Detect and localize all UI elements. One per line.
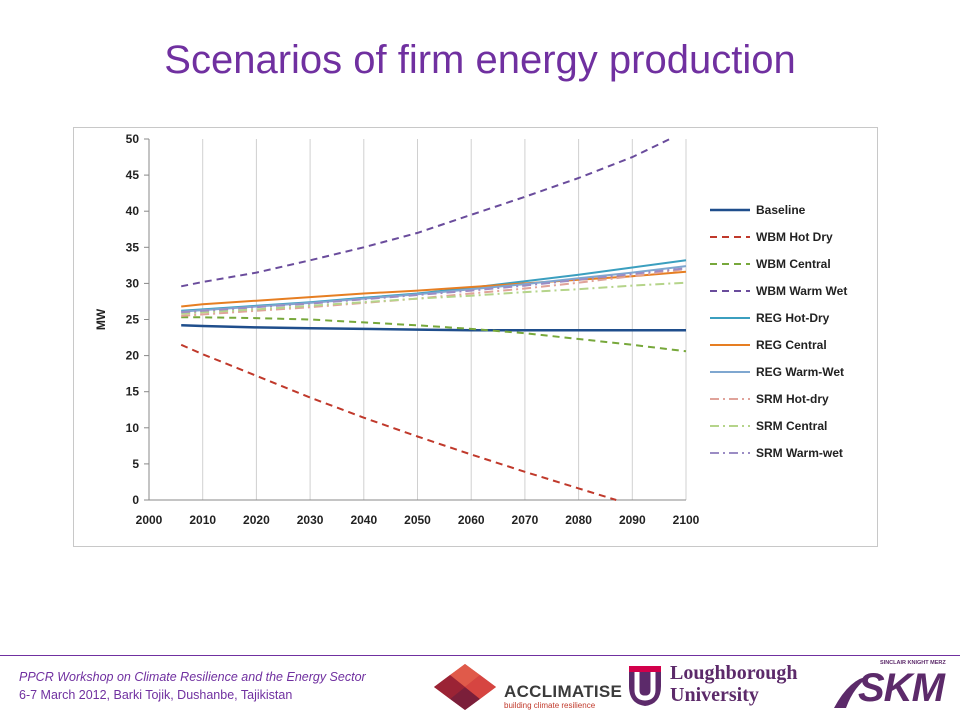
y-tick-label: 25 (126, 313, 140, 327)
loughborough-logo: Loughborough University (626, 662, 826, 712)
y-tick-label: 20 (126, 349, 140, 363)
loughborough-shield-icon (629, 666, 661, 706)
footer-event-date: 6-7 March 2012, Barki Tojik, Dushanbe, T… (19, 688, 293, 702)
legend-label: REG Hot-Dry (756, 311, 830, 325)
x-tick-label: 2090 (619, 513, 646, 527)
y-tick-label: 40 (126, 204, 140, 218)
y-tick-label: 0 (132, 493, 139, 507)
skm-fullname: SINCLAIR KNIGHT MERZ (880, 660, 946, 666)
legend-label: SRM Warm-wet (756, 446, 843, 460)
legend-label: SRM Hot-dry (756, 392, 829, 406)
acclimatise-name: ACCLIMATISE (504, 682, 623, 701)
chart-frame: 2000 2010 2020 2030 2040 2050 2060 2070 2080 2090… (73, 127, 878, 547)
series-lines (180, 138, 687, 501)
legend-label: REG Central (756, 338, 827, 352)
x-tick-label: 2050 (404, 513, 431, 527)
x-tick-label: 2030 (297, 513, 324, 527)
legend-label: REG Warm-Wet (756, 365, 844, 379)
y-tick-label: 5 (132, 457, 139, 471)
y-tick-label: 15 (126, 385, 140, 399)
line-chart: 2000 2010 2020 2030 2040 2050 2060 2070 2080 2090… (94, 132, 847, 527)
y-tick-label: 30 (126, 276, 140, 290)
axes: 2000 2010 2020 2030 2040 2050 2060 2070 2080 2090… (94, 132, 700, 527)
skm-swoosh-icon (834, 676, 870, 708)
footer-event-title: PPCR Workshop on Climate Resilience and … (19, 670, 366, 684)
series-line-srm-warm-wet (181, 267, 687, 314)
acclimatise-logo: ACCLIMATISE building climate resilience (432, 662, 622, 712)
legend-label: WBM Warm Wet (756, 284, 847, 298)
legend-label: WBM Central (756, 257, 831, 271)
slide-title: Scenarios of firm energy production (164, 38, 796, 82)
series-line-wbm-central (181, 316, 687, 353)
loughborough-name-line1: Loughborough (670, 662, 798, 684)
x-tick-label: 2100 (673, 513, 700, 527)
y-tick-label: 50 (126, 132, 140, 146)
series-line-srm-central (181, 281, 687, 315)
skm-wordmark: SKM (858, 666, 945, 710)
x-tick-label: 2010 (189, 513, 216, 527)
grid-lines (148, 139, 687, 500)
loughborough-name-line2: University (670, 684, 759, 706)
y-tick-label: 45 (126, 168, 140, 182)
y-tick-label: 10 (126, 421, 140, 435)
x-tick-label: 2040 (350, 513, 377, 527)
x-tick-label: 2000 (136, 513, 163, 527)
footer-divider (0, 655, 960, 656)
x-tick-label: 2060 (458, 513, 485, 527)
series-line-reg-hot-dry (181, 259, 687, 312)
series-line-wbm-hot-dry (180, 343, 617, 501)
series-line-baseline (181, 324, 686, 332)
x-tick-label: 2020 (243, 513, 270, 527)
skm-logo: SINCLAIR KNIGHT MERZ SKM (832, 660, 952, 714)
legend-label: WBM Hot Dry (756, 230, 833, 244)
legend-label: SRM Central (756, 419, 827, 433)
x-tick-label: 2080 (565, 513, 592, 527)
x-tick-label: 2070 (512, 513, 539, 527)
y-tick-label: 35 (126, 240, 140, 254)
y-axis-label: MW (94, 308, 108, 330)
acclimatise-diamond-icon (434, 664, 496, 710)
footer-text: PPCR Workshop on Climate Resilience and … (19, 668, 366, 704)
legend-label: Baseline (756, 203, 806, 217)
legend: Baseline WBM Hot Dry WBM Central WBM Warm W… (710, 203, 847, 460)
series-line-reg-central (181, 270, 687, 308)
acclimatise-tagline: building climate resilience (504, 701, 596, 710)
series-line-wbm-warm-wet (181, 138, 671, 288)
